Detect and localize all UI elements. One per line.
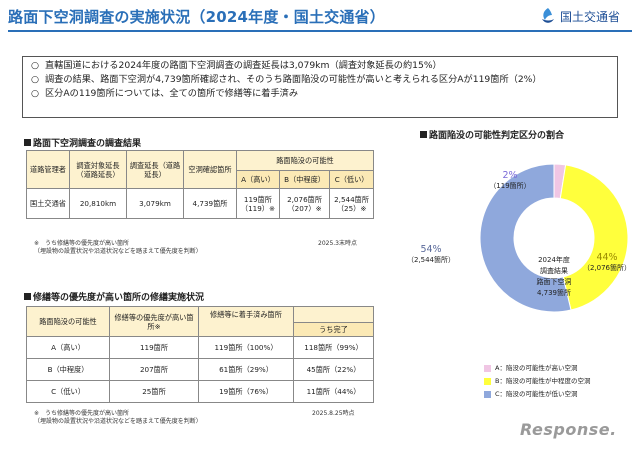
cell-b: 2,076箇所 （207）※ [278, 188, 331, 219]
legend-item: B：陥没の可能性が中程度の空洞 [484, 375, 590, 388]
table1-date: 2025.3末時点 [318, 240, 357, 247]
survey-results-table: 道路管理者 調査対象延長（道路延長） 調査延長（道路延長） 空洞確認箇所 路面陥… [26, 150, 374, 219]
logo-text: 国土交通省 [560, 10, 621, 24]
cell-length: 3,079km [126, 188, 184, 219]
chart-heading: 路面陥没の可能性判定区分の割合 [420, 128, 564, 141]
square-bullet-icon [24, 139, 31, 146]
table-row: 国土交通省 20,810km 3,079km 4,739箇所 119箇所 （119… [26, 188, 374, 219]
table1-footnote: ※ うち修繕等の優先度が高い箇所 （埋設物の設置状況や沿道状況などを踏まえて優先度… [34, 240, 202, 255]
donut-chart [479, 163, 629, 313]
response-watermark: Response. [520, 420, 617, 439]
header-manager: 道路管理者 [26, 150, 70, 189]
slice-label-b: 44% （2,076箇所） [582, 252, 632, 272]
header-c: C（低い） [329, 170, 374, 189]
mlit-emblem-icon [542, 8, 554, 23]
table-row: A（高い） 119箇所 119箇所（100%） 118箇所（99%） [26, 336, 374, 359]
table1-heading: 路面下空洞調査の調査結果 [24, 136, 141, 149]
table2-footnote: ※ うち修繕等の優先度が高い箇所 （埋設物の設置状況や沿道状況などを踏まえて優先度… [34, 410, 202, 425]
summary-line: ○ 調査の結果、路面下空洞が4,739箇所確認され、そのうち路面陥没の可能性が高い… [31, 74, 542, 85]
slice-label-a: 2% （119箇所） [489, 170, 531, 190]
header-high-priority: 修繕等の優先度が高い箇所※ [109, 306, 199, 337]
cell-sites: 4,739箇所 [183, 188, 237, 219]
header-b: B（中程度） [278, 170, 331, 189]
donut-center-label: 2024年度 調査結果 路面下空洞 4,739箇所 [536, 256, 572, 297]
header-target-length: 調査対象延長（道路延長） [69, 150, 127, 189]
mlit-logo: 国土交通省 [540, 6, 636, 28]
cell-a: 119箇所 （119）※ [236, 188, 280, 219]
legend-swatch [484, 391, 491, 398]
chart-legend: A：陥没の可能性が高い空洞 B：陥没の可能性が中程度の空洞 C：陥没の可能性が低… [484, 362, 590, 401]
table-row: B（中程度） 207箇所 61箇所（29%） 45箇所（22%） [26, 358, 374, 381]
legend-swatch [484, 378, 491, 385]
slice-label-c: 54% （2,544箇所） [406, 244, 456, 264]
cell-manager: 国土交通省 [26, 188, 70, 219]
cell-target: 20,810km [69, 188, 127, 219]
header-collapse-possibility: 路面陥没の可能性 [236, 150, 374, 171]
summary-line: ○ 直轄国道における2024年度の路面下空洞調査の調査延長は3,079km（調査対… [31, 60, 442, 71]
title-divider [8, 30, 632, 32]
donut-slice-b [559, 164, 629, 311]
repair-status-table: 路面陥没の可能性 修繕等の優先度が高い箇所※ 修繕等に着手済み箇所 うち完了 A… [26, 306, 374, 403]
legend-item: C：陥没の可能性が低い空洞 [484, 388, 590, 401]
square-bullet-icon [420, 131, 427, 138]
square-bullet-icon [24, 293, 31, 300]
donut-slice-c [479, 163, 572, 313]
header-a: A（高い） [236, 170, 280, 189]
summary-box: ○ 直轄国道における2024年度の路面下空洞調査の調査延長は3,079km（調査対… [22, 56, 618, 118]
legend-swatch [484, 365, 491, 372]
table2-heading: 修繕等の優先度が高い箇所の修繕実施状況 [24, 290, 204, 303]
summary-line: ○ 区分Aの119箇所については、全ての箇所で修繕等に着手済み [31, 88, 299, 99]
table2-date: 2025.8.25時点 [312, 410, 355, 417]
page-title: 路面下空洞調査の実施状況（2024年度・国土交通省） [8, 8, 385, 26]
header-started: 修繕等に着手済み箇所 [198, 306, 294, 323]
header-completed: うち完了 [293, 322, 374, 337]
header-cavity-sites: 空洞確認箇所 [183, 150, 237, 189]
header-survey-length: 調査延長（道路延長） [126, 150, 184, 189]
header-possibility: 路面陥没の可能性 [26, 306, 110, 337]
cell-c: 2,544箇所 （25）※ [329, 188, 374, 219]
legend-item: A：陥没の可能性が高い空洞 [484, 362, 590, 375]
table-row: C（低い） 25箇所 19箇所（76%） 11箇所（44%） [26, 380, 374, 403]
